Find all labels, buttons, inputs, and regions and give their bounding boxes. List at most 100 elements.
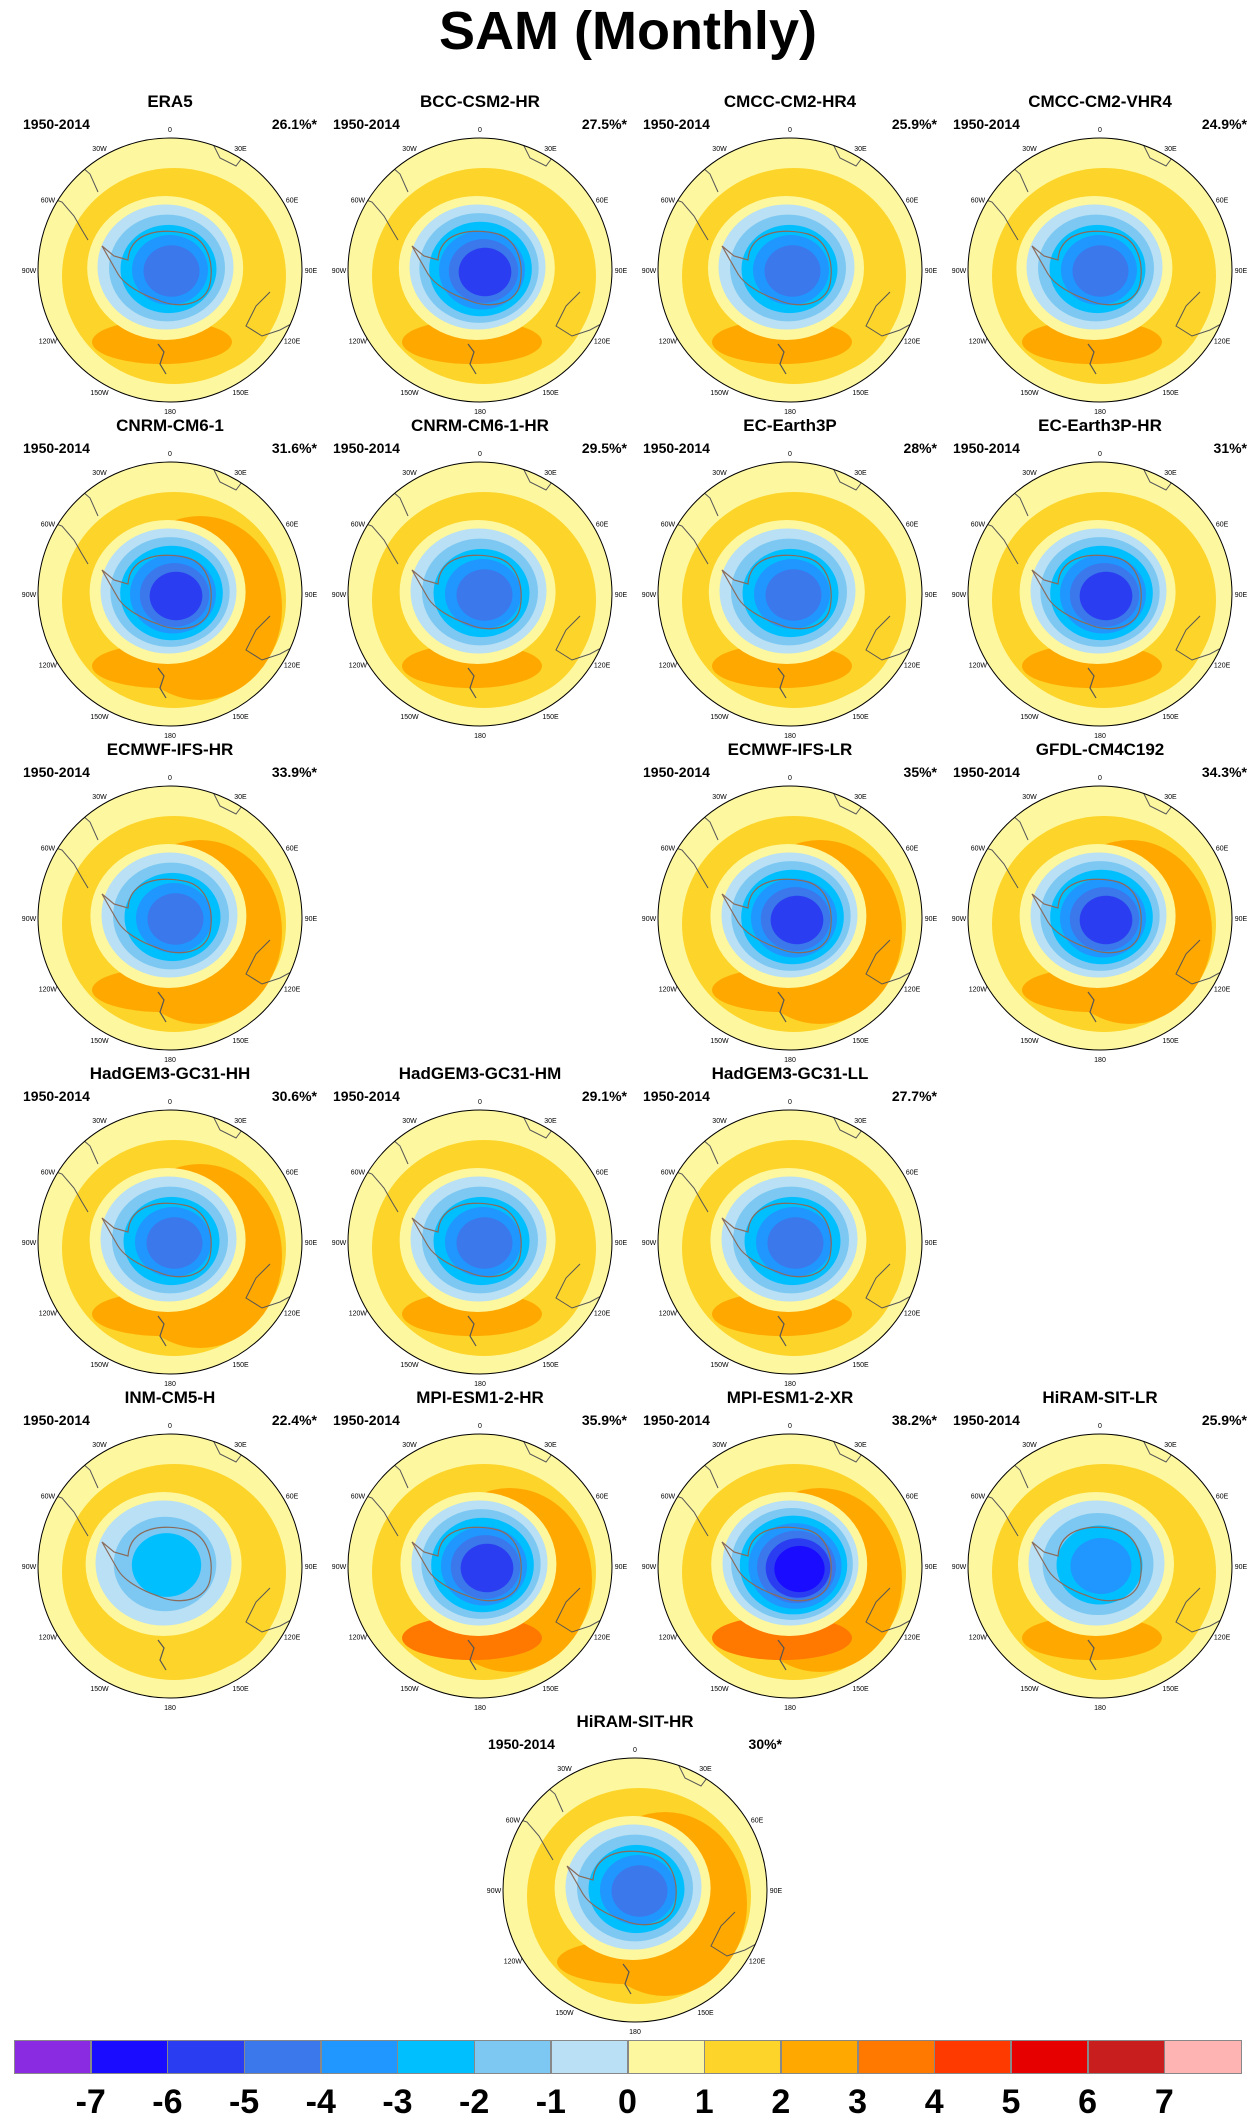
longitude-label: 180 [784,1381,796,1388]
panel-variance-percent: 22.4%* [271,1412,317,1428]
new-zealand-outline [467,667,477,699]
antarctica-outline [411,554,522,630]
map-boundary [967,461,1233,727]
panel-title: ERA5 [147,92,193,111]
longitude-label: 90W [952,592,967,599]
colorbar-tick-label: 7 [1154,2083,1174,2121]
longitude-label: 90W [642,1240,657,1247]
longitude-label: 30E [234,794,247,801]
longitude-label: 150W [710,714,729,721]
panel-period: 1950-2014 [333,440,400,456]
longitude-label: 30W [557,1766,572,1773]
panel-variance-percent: 31.6%* [271,440,317,456]
longitude-label: 180 [784,409,796,416]
panel-period: 1950-2014 [953,1412,1020,1428]
longitude-label: 0 [788,775,792,782]
panel-variance-percent: 35.9%* [581,1412,627,1428]
polar-map: 0 30E 60E 90E 120E 150E 180 150W 120W 90W 60W 30W [642,775,938,1064]
longitude-label: 150W [555,2010,574,2017]
panel-variance-percent: 30%* [748,1736,782,1752]
panel-variance-percent: 35%* [903,764,937,780]
longitude-label: 90E [305,268,318,275]
longitude-label: 150W [1020,714,1039,721]
longitude-label: 0 [1098,451,1102,458]
longitude-label: 120W [39,1635,58,1642]
contour-negative-level [458,247,512,297]
antarctica-outline [566,1850,677,1926]
longitude-label: 30E [1164,146,1177,153]
antarctica-outline [721,230,832,306]
contour-negative-level [456,1217,513,1269]
longitude-label: 0 [478,1423,482,1430]
longitude-label: 180 [164,1381,176,1388]
antarctica-outline [721,878,832,954]
colorbar [14,2040,1242,2074]
map-panel: HadGEM3-GC31-HM 1950-2014 29.1%* 0 30E 60E 90E… [325,1064,635,1388]
map-boundary [657,1433,923,1699]
longitude-label: 30E [854,1442,867,1449]
longitude-label: 90E [925,268,938,275]
longitude-label: 120E [904,987,921,994]
map-boundary [502,1757,768,2023]
longitude-label: 150W [710,1686,729,1693]
map-boundary [37,461,303,727]
longitude-label: 0 [478,451,482,458]
panel-variance-percent: 29.5%* [581,440,627,456]
contour-negative-level [765,569,822,621]
longitude-label: 120W [969,339,988,346]
australia-outline [1175,939,1232,985]
longitude-label: 60W [41,1170,56,1177]
longitude-label: 60E [596,1170,609,1177]
map-panel: CNRM-CM6-1 1950-2014 31.6%* 0 30E 60E 90E 120E 1… [15,416,325,740]
panel-title: GFDL-CM4C192 [1035,740,1165,759]
longitude-label: 120E [284,1635,301,1642]
new-zealand-outline [777,991,787,1023]
colorbar-swatch [90,2040,168,2074]
map-boundary [37,1433,303,1699]
longitude-label: 150W [400,714,419,721]
panel-variance-percent: 27.5%* [581,116,627,132]
colorbar-tick-label: 3 [848,2083,868,2121]
longitude-label: 120W [349,1635,368,1642]
colorbar-swatch [244,2040,322,2074]
panel-period: 1950-2014 [643,116,710,132]
colorbar-swatch [627,2040,705,2074]
panel-period: 1950-2014 [643,1412,710,1428]
longitude-label: 30E [234,1118,247,1125]
panel-title: EC-Earth3P [743,416,837,435]
longitude-label: 120E [284,339,301,346]
longitude-label: 180 [474,733,486,740]
australia-outline [865,939,922,985]
longitude-label: 0 [478,1099,482,1106]
panel-period: 1950-2014 [333,116,400,132]
longitude-label: 120W [39,339,58,346]
colorbar-swatch [780,2040,859,2074]
longitude-label: 150E [697,2010,714,2017]
polar-map: 0 30E 60E 90E 120E 150E 180 150W 120W 90W 60W 30W [332,451,628,740]
panel-period: 1950-2014 [23,1088,90,1104]
longitude-label: 120W [659,339,678,346]
longitude-label: 90E [615,1240,628,1247]
contour-negative-level [146,1217,203,1269]
longitude-label: 120W [349,663,368,670]
polar-map: 0 30E 60E 90E 120E 150E 180 150W 120W 90W 60W 30W [952,1423,1248,1712]
new-zealand-outline [1087,343,1097,375]
panel-title: BCC-CSM2-HR [420,92,540,111]
longitude-label: 180 [164,409,176,416]
colorbar-tick-label: -1 [535,2083,566,2121]
panel-variance-percent: 25.9%* [1201,1412,1247,1428]
panel-variance-percent: 28%* [903,440,937,456]
longitude-label: 60W [971,846,986,853]
colorbar-swatch [167,2040,245,2074]
panel-variance-percent: 38.2%* [891,1412,937,1428]
panel-title: CNRM-CM6-1-HR [411,416,549,435]
new-zealand-outline [467,1639,477,1671]
panel-period: 1950-2014 [333,1088,400,1104]
contour-negative-level [611,1865,668,1917]
longitude-label: 180 [164,1057,176,1064]
panel-title: ECMWF-IFS-HR [106,740,234,759]
longitude-label: 30W [1022,794,1037,801]
longitude-label: 0 [788,1423,792,1430]
longitude-label: 120W [969,1635,988,1642]
panel-variance-percent: 25.9%* [891,116,937,132]
